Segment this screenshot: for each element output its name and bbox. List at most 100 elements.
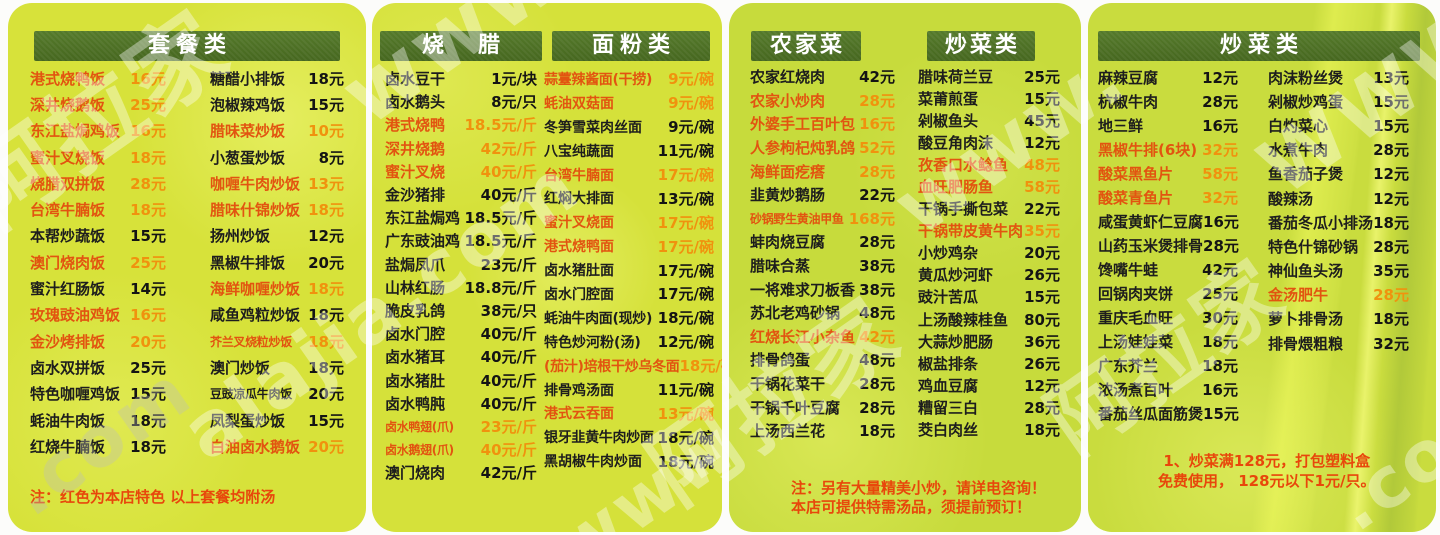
dish-name: 卤水鸭肫: [385, 394, 446, 413]
dish-name: 特色什锦砂锅: [1268, 237, 1359, 256]
dish-name: 腊味荷兰豆: [918, 67, 994, 86]
dish-name: 金沙猪排: [385, 186, 446, 205]
dish-price: 17元/碗: [657, 285, 714, 304]
dish-price: 18元/碗: [657, 428, 714, 447]
dish-name: 孜香口水鲶鱼: [918, 155, 1009, 174]
dish-price: 42元: [859, 68, 895, 87]
dish-name: 金汤肥牛: [1268, 286, 1329, 305]
dish-name: 台湾牛腩饭: [30, 201, 106, 220]
dish-name: 深井烧鹅: [385, 139, 446, 158]
menu-item: 一将难求刀板香 38元: [750, 277, 895, 301]
menu-item: 卤水猪肚 40元/斤: [385, 368, 537, 391]
menu-item: 广东豉油鸡 18.5元/斤: [385, 229, 537, 252]
dish-name: 地三鲜: [1098, 116, 1144, 135]
menu-item: 剁椒炒鸡蛋 15元: [1268, 89, 1409, 113]
menu-item: 港式烧鸭饭 16元: [30, 65, 166, 91]
dish-name: 蜜汁红肠饭: [30, 280, 106, 299]
menu-item: 东江盐焗鸡饭 16元: [30, 118, 166, 144]
menu-item: 烧腊双拼饭 28元: [30, 170, 166, 196]
menu-column: 腊味荷兰豆 25元 菜莆煎蛋 15元 剁椒鱼头 45元 酸豆角肉沫 12元 孜香…: [918, 65, 1060, 441]
menu-item: 红烧牛腩饭 18元: [30, 433, 166, 459]
menu-item: 卤水猪肚面 17元/碗: [544, 258, 714, 282]
menu-item: 卤水门腔 40元/斤: [385, 322, 537, 345]
menu-item: 澳门烧肉饭 25元: [30, 249, 166, 275]
section-title-stirfry-2: 炒菜类: [1098, 31, 1420, 61]
dish-price: 15元: [1373, 92, 1409, 111]
menu-item: 蜜汁红肠饭 14元: [30, 275, 166, 301]
dish-name: 澳门烧肉: [385, 464, 446, 483]
menu-item: 澳门炒饭 18元: [210, 354, 344, 380]
dish-price: 9元/碗: [668, 94, 714, 113]
dish-name: 椒盐排条: [918, 354, 979, 373]
dish-price: 48元: [859, 351, 895, 370]
dish-price: 58元: [1024, 178, 1060, 197]
dish-price: 18元: [1024, 421, 1060, 440]
dish-name: 排骨煨粗粮: [1268, 334, 1344, 353]
dish-price: 15元: [1024, 288, 1060, 307]
menu-item: 八宝纯蔬面 11元/碗: [544, 139, 714, 163]
dish-name: 港式云吞面: [544, 406, 614, 423]
menu-item: 金沙猪排 40元/斤: [385, 183, 537, 206]
dish-name: 咸蛋黄虾仁豆腐: [1098, 212, 1204, 231]
footnote-line: 免费使用， 128元以下1元/只。: [1158, 472, 1376, 490]
menu-item: 深井烧鹅 42元/斤: [385, 137, 537, 160]
dish-name: 蜜汁叉烧: [385, 162, 446, 181]
dish-price: 17元/碗: [657, 166, 714, 184]
dish-name: 腊味什锦炒饭: [210, 201, 301, 220]
menu-card-roast-noodles: 烧 腊 面粉类 卤水豆干 1元/块 卤水鹅头 8元/只 港式烧鸭 18.5元/斤…: [372, 3, 722, 532]
menu-item: 酸豆角肉沫 12元: [918, 131, 1060, 153]
dish-name: 外婆手工百叶包: [750, 115, 856, 134]
dish-name: 盐焗凤爪: [385, 255, 446, 274]
menu-item: 番茄冬瓜小排汤 18元: [1268, 210, 1409, 234]
dish-price: 25元: [130, 95, 166, 114]
dish-price: 36元: [1024, 332, 1060, 351]
dish-name: 卤水鹅翅(爪): [385, 443, 454, 458]
menu-item: 干锅带皮黄牛肉 35元: [918, 220, 1060, 242]
dish-name: 苏北老鸡砂锅: [750, 304, 841, 323]
dish-price: 42元/斤: [480, 139, 537, 158]
footnote: 1、炒菜满128元，打包塑料盒 免费使用， 128元以下1元/只。: [1158, 451, 1375, 491]
dish-name: 特色炒河粉(汤): [544, 334, 641, 351]
dish-name: 人参枸杞炖乳鸽: [750, 139, 856, 158]
dish-name: 血旺肥肠鱼: [918, 178, 994, 197]
dish-name: 港式烧鸭饭: [30, 69, 106, 88]
dish-price: 18.5元/斤: [464, 209, 538, 228]
menu-item: 卤水双拼饭 25元: [30, 354, 166, 380]
menu-item: 上汤酸辣桂鱼 80元: [918, 308, 1060, 330]
menu-item: 水煮牛肉 28元: [1268, 138, 1409, 162]
dish-price: 12元: [1202, 68, 1238, 87]
menu-item: 特色炒河粉(汤) 12元/碗: [544, 330, 714, 354]
section-title-set-meals: 套餐类: [34, 31, 340, 61]
menu-item: 神仙鱼头汤 35元: [1268, 259, 1409, 283]
dish-price: 30元: [1202, 308, 1238, 327]
menu-item: 东江盐焗鸡 18.5元/斤: [385, 206, 537, 229]
dish-price: 38元: [859, 280, 895, 299]
dish-price: 22元: [1024, 200, 1060, 219]
dish-name: 八宝纯蔬面: [544, 143, 614, 160]
menu-item: 咖喱牛肉炒饭 13元: [210, 170, 344, 196]
dish-price: 20元: [308, 385, 344, 404]
dish-price: 12元: [308, 227, 344, 246]
dish-name: 小葱蛋炒饭: [210, 148, 286, 167]
menu-item: 黑椒牛排(6块) 32元: [1098, 137, 1238, 161]
menu-item: 外婆手工百叶包 16元: [750, 112, 895, 136]
dish-name: 凤梨蛋炒饭: [210, 411, 286, 430]
dish-name: 卤水猪肚面: [544, 263, 614, 280]
dish-name: 澳门烧肉饭: [30, 253, 106, 272]
footnote-line: 注：另有大量精美小炒，请详电咨询！: [791, 479, 1047, 497]
dish-name: 冬笋雪菜肉丝面: [544, 119, 642, 136]
dish-price: 40元/斤: [480, 348, 537, 367]
dish-price: 18元: [308, 280, 344, 299]
dish-price: 18元/碗: [657, 452, 714, 471]
dish-name: 玫瑰豉油鸡饭: [30, 306, 121, 325]
dish-price: 15元: [1373, 116, 1409, 135]
dish-name: 重庆毛血旺: [1098, 308, 1174, 327]
menu-item: 蒜薹辣酱面(干捞) 9元/碗: [544, 67, 714, 91]
footnote-line: 1、炒菜满128元，打包塑料盒: [1163, 452, 1371, 470]
menu-item: 港式烧鸭 18.5元/斤: [385, 113, 537, 136]
menu-column: 港式烧鸭饭 16元 深井烧鹅饭 25元 东江盐焗鸡饭 16元 蜜汁叉烧饭 18元…: [30, 65, 166, 459]
dish-name: 广东豉油鸡: [385, 232, 461, 251]
dish-name: 上汤酸辣桂鱼: [918, 310, 1009, 329]
menu-item: 腊味菜炒饭 10元: [210, 118, 344, 144]
menu-item: 黄瓜炒河虾 26元: [918, 264, 1060, 286]
